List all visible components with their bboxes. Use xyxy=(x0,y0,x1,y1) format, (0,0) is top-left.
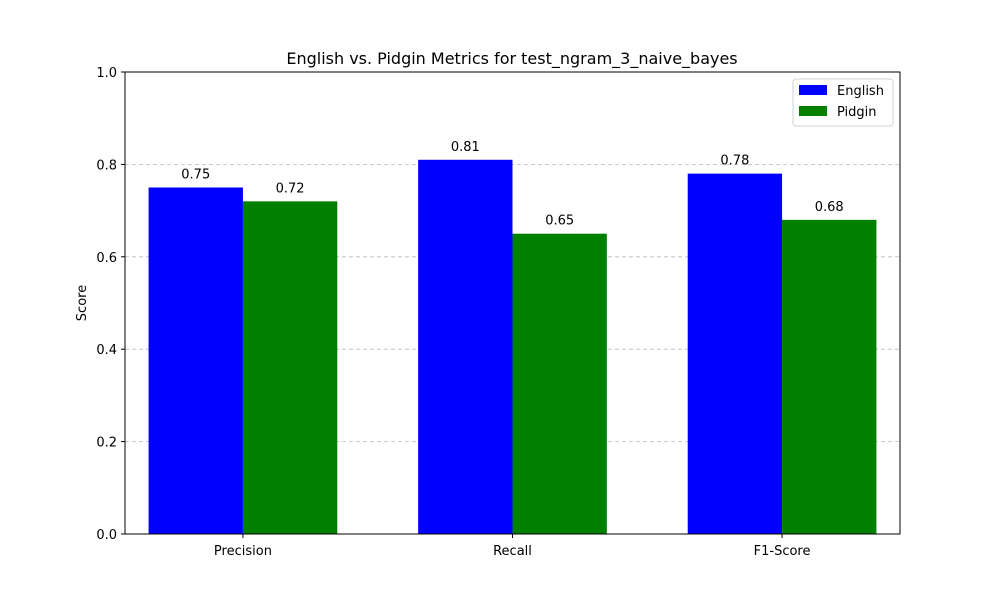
legend: English Pidgin xyxy=(792,78,894,127)
data-labels: 0.75 0.81 0.78 0.72 0.65 0.68 xyxy=(181,140,843,229)
axes: 0.0 0.2 0.4 0.6 0.8 1.0 Precision Recall F1-Scor… xyxy=(96,66,901,559)
legend-label-english: English xyxy=(837,84,884,99)
y-tick-label-2: 0.4 xyxy=(96,343,117,358)
y-axis-label: Score xyxy=(75,285,90,321)
data-label-pidgin-recall: 0.65 xyxy=(545,214,574,229)
legend-label-pidgin: Pidgin xyxy=(837,105,877,120)
legend-swatch-english xyxy=(799,85,827,95)
chart-title: English vs. Pidgin Metrics for test_ngra… xyxy=(286,49,737,69)
legend-swatch-pidgin xyxy=(799,106,827,116)
data-label-english-recall: 0.81 xyxy=(451,140,480,155)
data-label-pidgin-precision: 0.72 xyxy=(276,181,305,196)
data-label-english-precision: 0.75 xyxy=(181,168,210,183)
bar-english-precision xyxy=(148,187,243,534)
x-tick-label-f1-score: F1-Score xyxy=(754,544,811,559)
x-tick-label-precision: Precision xyxy=(214,544,272,559)
y-tick-label-0: 0.0 xyxy=(96,528,117,543)
bar-pidgin-recall xyxy=(512,233,607,534)
y-tick-label-1: 0.2 xyxy=(96,436,117,451)
y-tick-label-4: 0.8 xyxy=(96,158,117,173)
x-tick-label-recall: Recall xyxy=(493,544,532,559)
y-tick-label-5: 1.0 xyxy=(96,66,117,81)
bar-english-recall xyxy=(418,159,513,534)
bars xyxy=(148,159,877,535)
y-tick-label-3: 0.6 xyxy=(96,251,117,266)
bar-pidgin-f1-score xyxy=(782,219,877,534)
data-label-english-f1-score: 0.78 xyxy=(720,154,749,169)
data-label-pidgin-f1-score: 0.68 xyxy=(815,200,844,215)
bar-pidgin-precision xyxy=(242,201,338,535)
bar-english-f1-score xyxy=(687,173,783,534)
